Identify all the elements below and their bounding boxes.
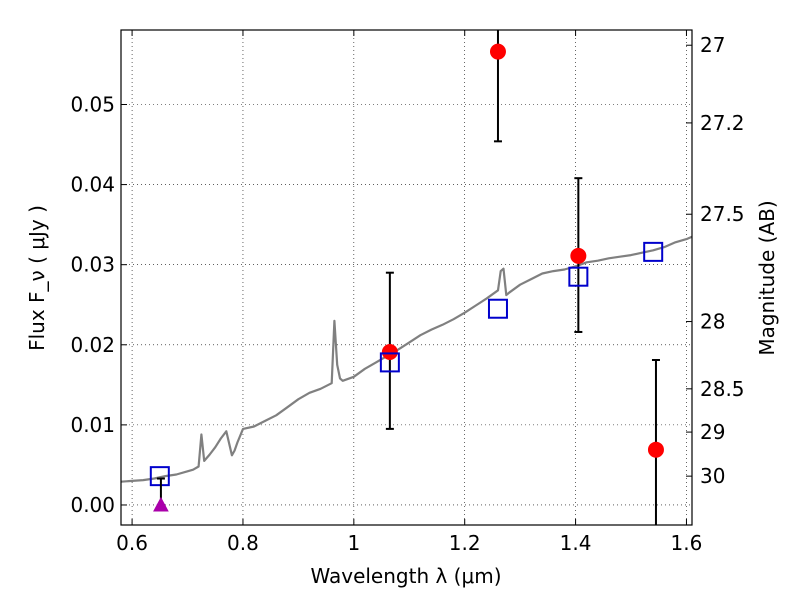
y-axis-label: Flux F_ν ( μJy ) [25,205,49,351]
plot-frame [120,29,693,526]
observed-flux-point [381,343,398,360]
y-tick-label: 0.03 [70,253,115,277]
upper-limit-triangle [153,496,169,512]
y-tick-label: 0.00 [70,493,115,517]
y-tick-label: 0.04 [70,173,115,197]
model-flux-square [487,298,508,319]
right-axis-label: Magnitude (AB) [755,200,779,355]
x-tick-label: 1.6 [671,531,703,555]
model-flux-square [379,352,400,373]
x-tick-label: 1.4 [560,531,592,555]
right-tick-label: 30 [700,464,725,488]
plot-area [120,30,693,525]
y-tick-label: 0.05 [70,92,115,116]
x-tick-label: 1 [347,531,360,555]
observed-flux-point [489,43,506,60]
axis-ticks [121,30,692,525]
observed-flux-point [570,247,587,264]
model-flux-square [643,241,664,262]
model-spectrum-line [120,235,693,483]
right-tick-label: 27 [700,33,725,57]
observed-flux-point [647,441,664,458]
grid-lines [121,30,692,525]
tick-labels: 0.6 0.8 1 1.2 1.4 1.6 0.00 0.01 0.02 0.03 0.04 0.05… [70,33,744,555]
model-flux-square [149,466,170,487]
right-tick-label: 28.5 [700,377,745,401]
right-tick-label: 27.2 [700,111,745,135]
x-axis-label: Wavelength λ (μm) [310,564,501,588]
y-tick-label: 0.01 [70,413,115,437]
right-tick-label: 27.5 [700,202,745,226]
y-tick-label: 0.02 [70,333,115,357]
right-tick-label: 29 [700,420,725,444]
x-tick-label: 0.8 [227,531,259,555]
x-tick-label: 0.6 [116,531,148,555]
right-tick-label: 28 [700,310,725,334]
x-tick-label: 1.2 [449,531,481,555]
model-flux-square [568,266,589,287]
